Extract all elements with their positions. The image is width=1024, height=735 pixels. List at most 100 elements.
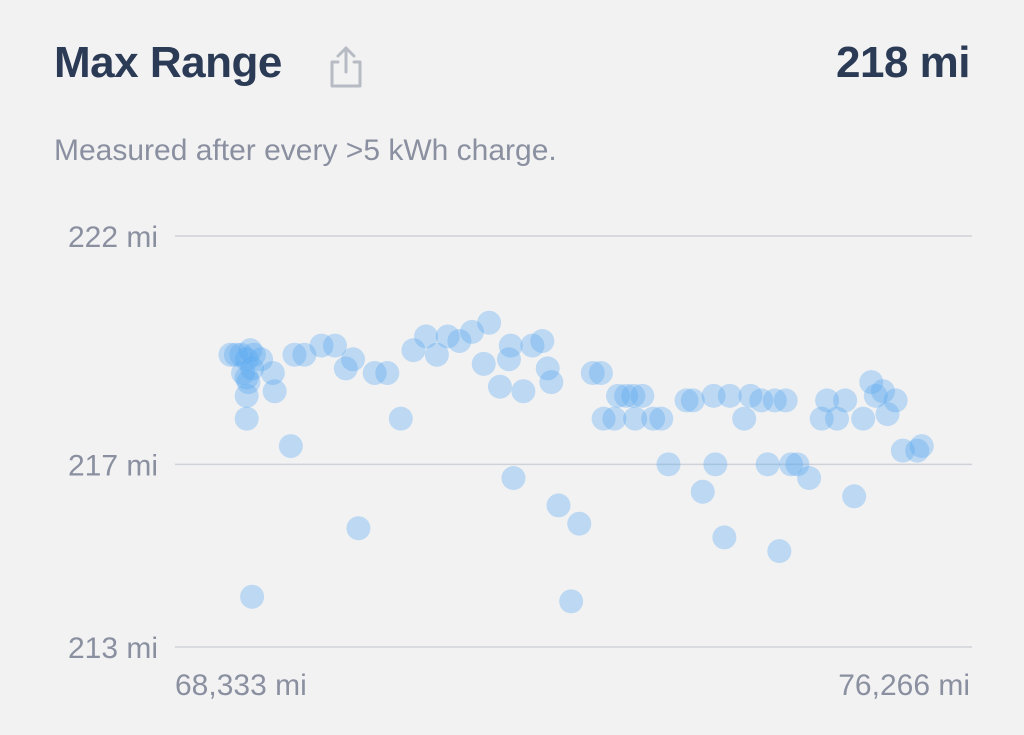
data-point [785,452,810,477]
data-point [424,342,449,367]
data-point [842,484,867,509]
data-point [535,356,560,381]
data-point [825,406,850,431]
data-point [773,388,798,413]
data-point [231,361,256,385]
data-point [674,388,699,413]
data-point [471,351,496,376]
y-tick-label: 217 mi [68,449,158,482]
data-point [539,370,564,395]
data-point [602,406,627,431]
data-point [240,584,265,609]
data-point [496,347,521,372]
data-point [309,333,334,358]
data-point [712,525,737,550]
data-point [218,342,243,367]
data-point [606,383,631,408]
data-point [703,452,728,477]
data-point [870,379,895,404]
data-point [580,361,605,385]
current-max-range-value: 218 mi [836,38,970,87]
data-point [240,356,265,381]
data-point [477,310,502,335]
data-point [859,370,884,395]
data-point [520,333,545,358]
data-point [241,342,266,367]
data-point [511,379,536,404]
data-point [621,383,646,408]
data-point [530,329,555,354]
x-tick-label: 68,333 mi [175,669,307,702]
data-point [875,402,900,427]
data-point [779,452,804,477]
data-point [738,383,763,408]
data-point [435,324,460,349]
data-point [833,388,858,413]
data-point [905,438,930,463]
data-point [323,333,348,358]
data-point [375,361,400,385]
data-point [234,383,259,408]
data-point [851,406,876,431]
data-point [755,452,780,477]
data-point [333,356,358,381]
data-point [501,466,526,491]
chart-subtitle: Measured after every >5 kWh charge. [54,134,557,167]
data-point [559,589,584,614]
data-point [223,342,248,367]
data-point [546,493,571,518]
data-point [863,383,888,408]
data-point [236,370,261,395]
data-point [767,539,792,564]
data-point [498,333,523,358]
data-point [614,383,639,408]
data-point [649,406,674,431]
data-point [234,347,259,372]
data-point [249,347,274,372]
data-point [630,383,655,408]
data-point [623,406,648,431]
data-point [732,406,757,431]
data-point [234,406,259,431]
data-point [815,388,840,413]
data-point [762,388,787,413]
data-point [414,324,439,349]
data-point [641,406,666,431]
data-point [588,361,613,385]
data-point [260,361,285,385]
data-point [460,319,485,344]
data-point [447,329,472,354]
x-axis-ticks: 68,333 mi 76,266 mi [175,669,970,702]
gridlines [175,235,972,648]
data-point [717,383,742,408]
data-points [218,310,934,614]
y-tick-label: 222 mi [68,221,158,254]
share-button[interactable] [326,44,366,92]
data-point [567,511,592,536]
data-point [809,406,834,431]
data-point [656,452,681,477]
chart-title: Max Range [54,38,282,87]
data-point [229,342,254,367]
data-point [341,347,366,372]
data-point [282,342,307,367]
data-point [797,466,822,491]
data-point [487,374,512,399]
data-point [890,438,915,463]
data-point [749,388,774,413]
data-point [591,406,616,431]
data-point [238,338,263,363]
y-tick-label: 213 mi [68,632,158,665]
x-tick-label: 76,266 mi [838,669,970,702]
data-point [701,383,726,408]
data-point [234,365,259,390]
data-point [401,338,426,363]
data-point [362,361,387,385]
y-axis-ticks: 222 mi 217 mi 213 mi [68,221,158,665]
data-point [909,434,934,459]
data-point [680,388,705,413]
data-point [278,434,303,459]
data-point [883,388,908,413]
data-point [690,479,715,504]
data-point [388,406,413,431]
